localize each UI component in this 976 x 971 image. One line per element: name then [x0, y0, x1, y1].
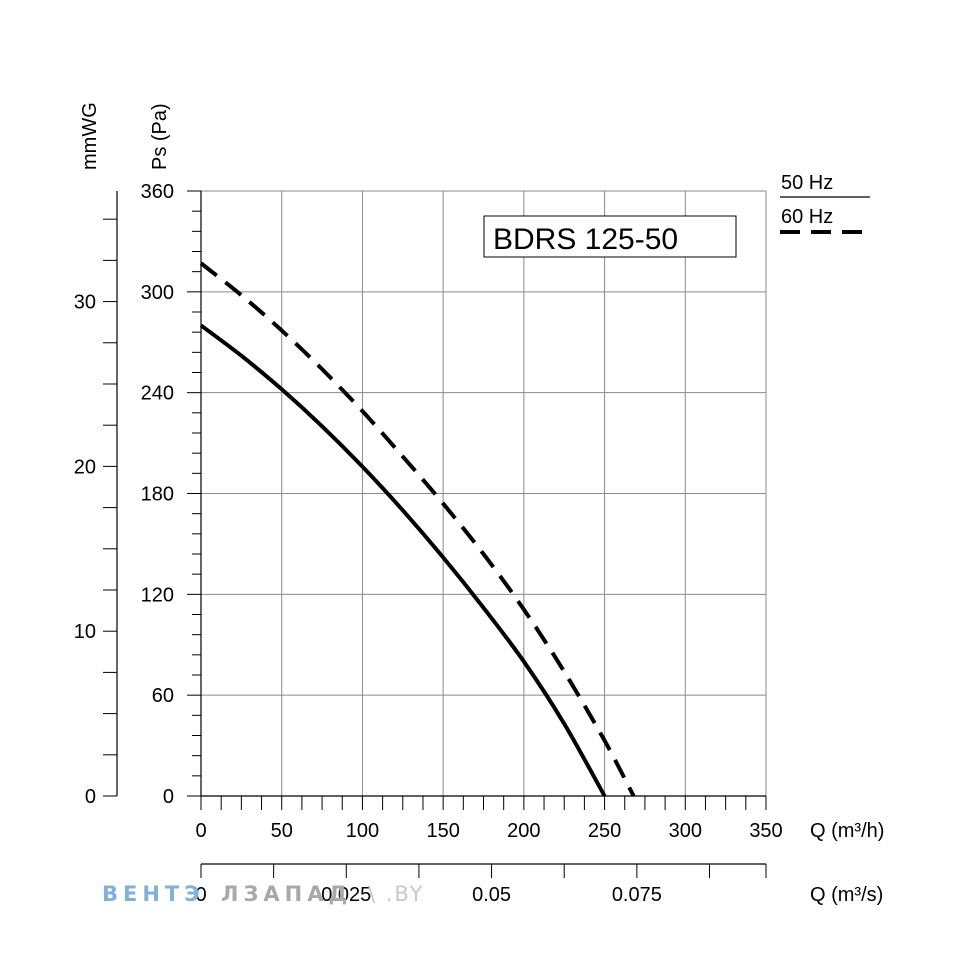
y2-tick-label: 20 — [74, 456, 96, 478]
x-tick-label: 0 — [195, 820, 206, 842]
y-tick-label: 360 — [141, 181, 174, 203]
x-tick-label: 200 — [507, 820, 540, 842]
watermark-part1: ВЕНТЭ — [102, 882, 205, 906]
watermark-part2: ЛЗАПАД — [221, 882, 352, 906]
chart-title: BDRS 125-50 — [493, 223, 678, 256]
axes — [103, 190, 767, 878]
watermark-part3: \ .BY — [368, 882, 425, 906]
x2-tick-label: 0.025 — [321, 884, 371, 906]
x-tick-label: 350 — [749, 820, 782, 842]
watermark: ВЕНТЭ ЛЗАПАД \ .BY — [102, 882, 425, 906]
legend-label-50hz: 50 Hz — [781, 172, 833, 194]
chart-title-box — [483, 215, 737, 258]
x2-tick-label: 0.075 — [612, 884, 662, 906]
y2-axis-title: mmWG — [79, 102, 101, 170]
y-tick-label: 300 — [141, 282, 174, 304]
y-tick-label: 0 — [163, 786, 174, 808]
series-group — [199, 261, 636, 797]
x-axis-title: Q (m³/h) — [810, 820, 884, 842]
y-tick-label: 240 — [141, 383, 174, 405]
legend-label-60hz: 60 Hz — [781, 206, 833, 228]
y2-tick-label: 30 — [74, 292, 96, 314]
series-line-50hz — [199, 323, 607, 797]
series-line-60hz — [199, 261, 636, 797]
y2-tick-label: 0 — [85, 786, 96, 808]
legend: 50 Hz 60 Hz — [780, 172, 872, 234]
y-axis-title: Ps (Pa) — [149, 103, 171, 170]
x-tick-label: 300 — [669, 820, 702, 842]
x2-tick-label: 0 — [195, 884, 206, 906]
y-tick-label: 180 — [141, 484, 174, 506]
y-tick-label: 120 — [141, 584, 174, 606]
x-tick-label: 50 — [271, 820, 293, 842]
x-tick-label: 100 — [346, 820, 379, 842]
y-tick-label: 60 — [152, 685, 174, 707]
x2-axis-title: Q (m³/s) — [810, 884, 883, 906]
x2-tick-label: 0.05 — [472, 884, 511, 906]
x-tick-label: 150 — [426, 820, 459, 842]
grid — [200, 190, 767, 797]
x-tick-label: 250 — [588, 820, 621, 842]
y2-tick-label: 10 — [74, 621, 96, 643]
